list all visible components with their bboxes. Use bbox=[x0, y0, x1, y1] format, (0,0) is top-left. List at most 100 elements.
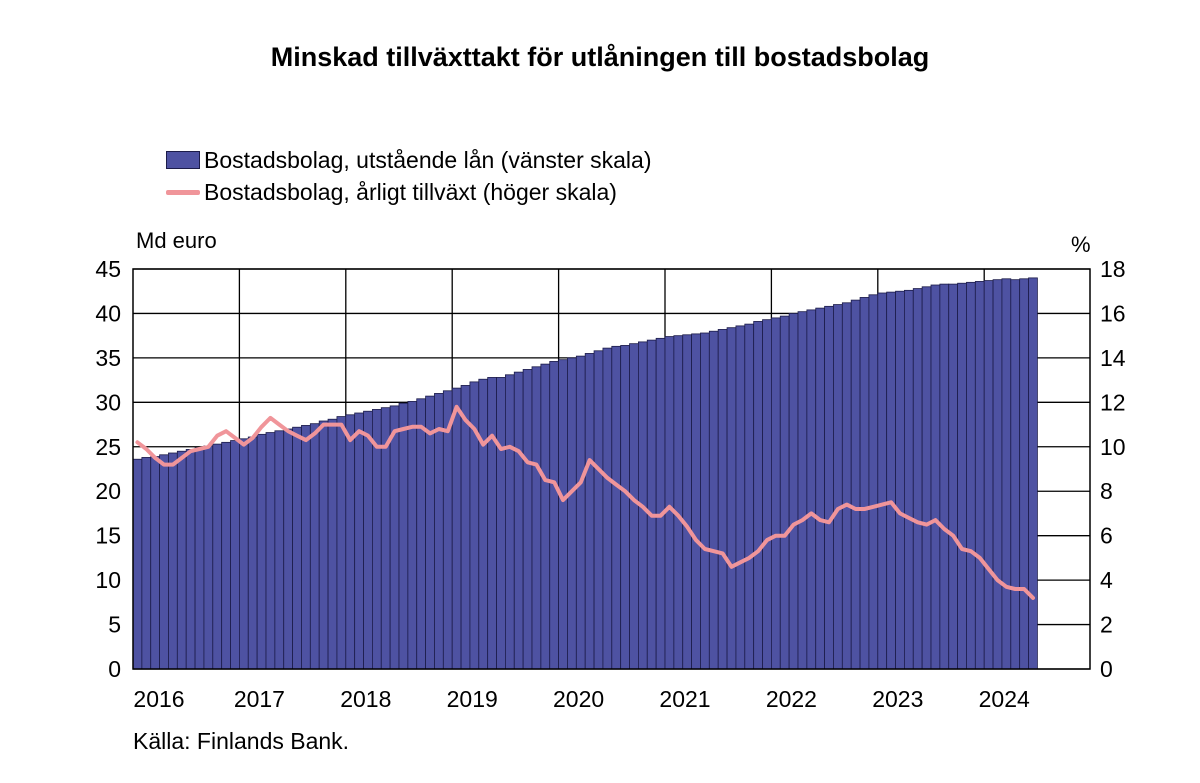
bar bbox=[416, 398, 427, 670]
bar bbox=[983, 280, 994, 670]
bar bbox=[930, 284, 941, 670]
bar-series bbox=[132, 277, 1038, 670]
legend-swatch-line bbox=[166, 189, 200, 195]
tick-labels: 0 5 10 15 20 25 30 35 40 45 0 2 4 6 8 10 12 14 16 18 2016 201… bbox=[95, 256, 1125, 712]
bar bbox=[584, 353, 595, 670]
bar bbox=[425, 395, 435, 670]
bar bbox=[318, 420, 329, 670]
y-tick-right: 18 bbox=[1100, 256, 1126, 282]
bar bbox=[815, 307, 826, 670]
bar bbox=[176, 450, 187, 670]
bar bbox=[877, 292, 888, 670]
y-tick-left: 0 bbox=[108, 656, 121, 682]
x-tick-label: 2019 bbox=[447, 686, 498, 712]
y-tick-left: 5 bbox=[108, 612, 121, 638]
bar bbox=[194, 447, 205, 670]
bar bbox=[221, 441, 231, 670]
bar bbox=[726, 327, 737, 670]
y-tick-right: 12 bbox=[1100, 389, 1126, 415]
bar bbox=[540, 363, 551, 670]
y-tick-right: 14 bbox=[1100, 345, 1126, 371]
bar bbox=[575, 355, 586, 670]
bar bbox=[833, 304, 843, 670]
x-tick-label: 2018 bbox=[340, 686, 391, 712]
bar bbox=[496, 377, 506, 670]
bar bbox=[354, 412, 364, 670]
y-tick-left: 30 bbox=[95, 389, 121, 415]
bar bbox=[256, 433, 267, 670]
chart-title: Minskad tillväxttakt för utlåningen till… bbox=[270, 42, 930, 72]
bar bbox=[238, 438, 249, 670]
bar bbox=[779, 315, 790, 670]
legend-item-loans: Bostadsbolag, utstående lån (vänster ska… bbox=[166, 144, 652, 176]
source-note: Källa: Finlands Bank. bbox=[133, 728, 350, 754]
bar bbox=[691, 333, 701, 670]
bar bbox=[513, 371, 524, 670]
bar bbox=[558, 359, 568, 670]
y-tick-right: 2 bbox=[1100, 612, 1113, 638]
legend-item-growth: Bostadsbolag, årligt tillväxt (höger ska… bbox=[166, 176, 652, 208]
y-tick-right: 0 bbox=[1100, 656, 1113, 682]
bar bbox=[567, 357, 577, 670]
bar bbox=[948, 283, 959, 670]
bar bbox=[806, 309, 817, 670]
bar bbox=[398, 402, 409, 670]
bar bbox=[292, 426, 302, 670]
bar bbox=[886, 291, 896, 670]
bar bbox=[150, 456, 161, 670]
y-tick-right: 10 bbox=[1100, 434, 1126, 460]
plot-frame bbox=[132, 268, 1091, 670]
bar bbox=[549, 361, 560, 670]
bar bbox=[682, 334, 693, 670]
x-tick-label: 2016 bbox=[133, 686, 184, 712]
bar bbox=[939, 283, 950, 670]
bar bbox=[992, 279, 1003, 670]
bar bbox=[247, 436, 258, 670]
bar bbox=[212, 443, 223, 670]
line-series bbox=[135, 404, 1035, 600]
bar bbox=[1019, 278, 1029, 670]
bar bbox=[646, 339, 657, 670]
bar bbox=[797, 311, 808, 670]
bar bbox=[389, 405, 400, 670]
legend-swatch-bar bbox=[166, 151, 200, 169]
bar bbox=[788, 313, 799, 670]
y-tick-left: 25 bbox=[95, 434, 121, 460]
bar bbox=[868, 294, 879, 670]
y-tick-right: 6 bbox=[1100, 523, 1113, 549]
bar bbox=[1001, 278, 1012, 670]
bar bbox=[921, 286, 932, 670]
bar bbox=[407, 401, 418, 670]
x-tick-label: 2023 bbox=[872, 686, 923, 712]
bar bbox=[859, 297, 870, 670]
bar bbox=[345, 414, 356, 670]
growth-line bbox=[135, 404, 1035, 600]
bar bbox=[602, 347, 613, 670]
bar bbox=[850, 299, 861, 670]
bar bbox=[966, 281, 976, 670]
y-tick-left: 10 bbox=[95, 567, 121, 593]
bar bbox=[593, 350, 604, 670]
bar bbox=[629, 343, 639, 670]
bar bbox=[762, 319, 772, 670]
bar bbox=[673, 335, 684, 670]
bar bbox=[735, 325, 746, 670]
y-tick-right: 8 bbox=[1100, 478, 1113, 504]
bar bbox=[159, 454, 169, 670]
bar bbox=[744, 323, 755, 670]
left-axis-unit: Md euro bbox=[136, 228, 217, 253]
bar bbox=[904, 289, 914, 670]
legend-label-growth: Bostadsbolag, årligt tillväxt (höger ska… bbox=[204, 178, 617, 205]
bar bbox=[1010, 279, 1021, 670]
bar bbox=[451, 387, 462, 670]
y-tick-left: 45 bbox=[95, 256, 121, 282]
legend-label-loans: Bostadsbolag, utstående lån (vänster ska… bbox=[204, 146, 652, 173]
bar bbox=[185, 449, 196, 670]
bar bbox=[824, 305, 834, 670]
bar bbox=[655, 337, 666, 670]
bar bbox=[753, 321, 763, 670]
bar bbox=[265, 432, 276, 670]
y-tick-left: 15 bbox=[95, 523, 121, 549]
x-tick-label: 2020 bbox=[553, 686, 604, 712]
